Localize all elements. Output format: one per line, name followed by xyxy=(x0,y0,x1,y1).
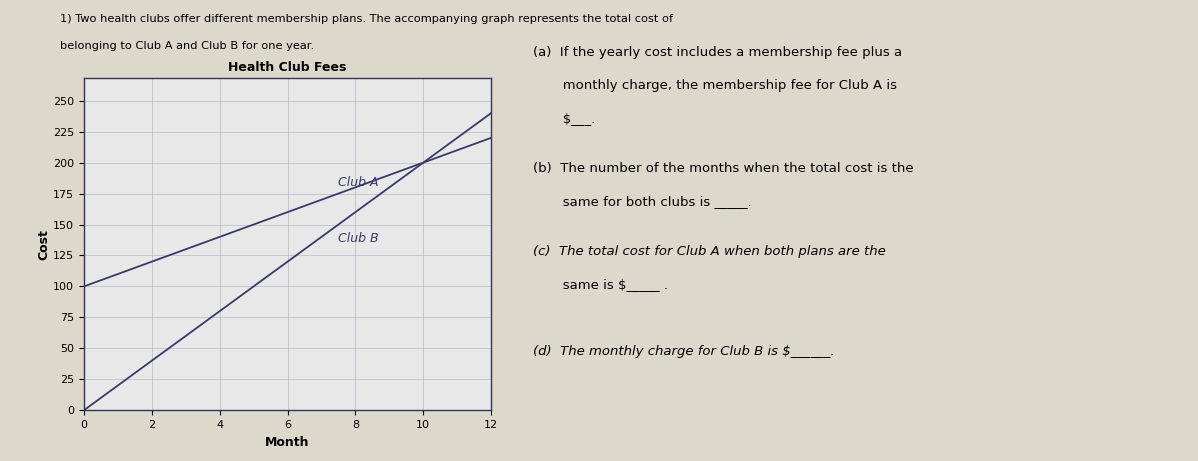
Title: Health Club Fees: Health Club Fees xyxy=(229,61,346,74)
Text: belonging to Club A and Club B for one year.: belonging to Club A and Club B for one y… xyxy=(60,41,314,52)
Text: $___.: $___. xyxy=(533,112,595,125)
Text: (b)  The number of the months when the total cost is the: (b) The number of the months when the to… xyxy=(533,162,914,175)
Text: 1) Two health clubs offer different membership plans. The accompanying graph rep: 1) Two health clubs offer different memb… xyxy=(60,14,673,24)
Text: same is $_____ .: same is $_____ . xyxy=(533,278,668,291)
X-axis label: Month: Month xyxy=(265,436,310,449)
Text: (d)  The monthly charge for Club B is $______.: (d) The monthly charge for Club B is $__… xyxy=(533,345,835,358)
Text: (a)  If the yearly cost includes a membership fee plus a: (a) If the yearly cost includes a member… xyxy=(533,46,902,59)
Text: Club A: Club A xyxy=(339,176,379,189)
Text: same for both clubs is _____.: same for both clubs is _____. xyxy=(533,195,752,208)
Text: monthly charge, the membership fee for Club A is: monthly charge, the membership fee for C… xyxy=(533,79,897,92)
Text: (c)  The total cost for Club A when both plans are the: (c) The total cost for Club A when both … xyxy=(533,245,885,258)
Text: Club B: Club B xyxy=(339,232,379,245)
Y-axis label: Cost: Cost xyxy=(37,229,50,260)
